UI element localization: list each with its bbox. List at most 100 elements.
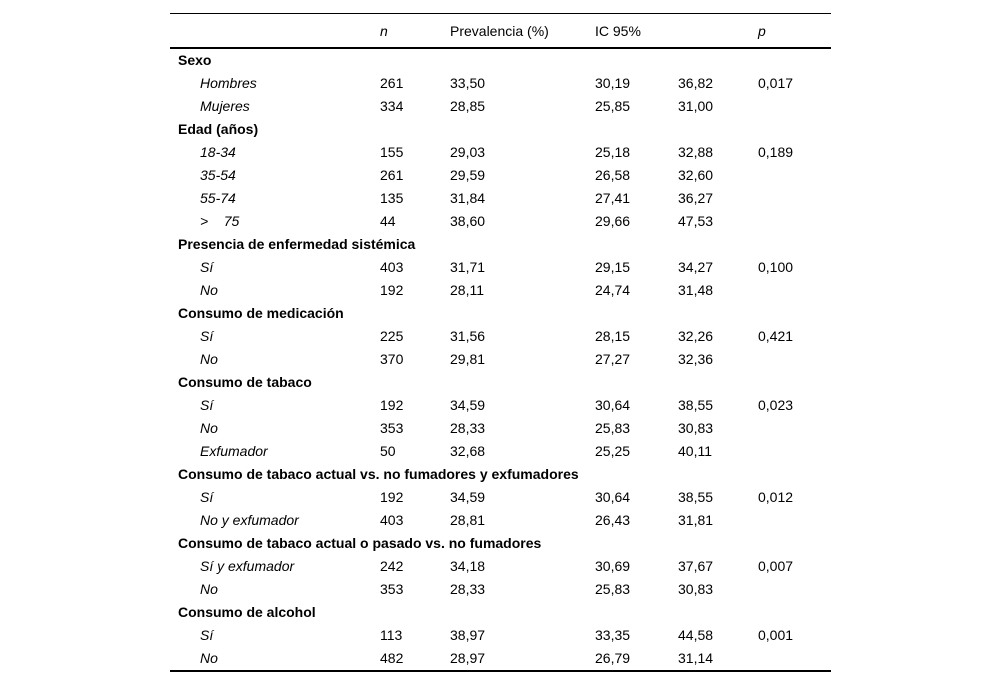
- cell-p: 0,017: [758, 75, 794, 91]
- table-row: Consumo de alcohol: [170, 601, 831, 624]
- table-row: Edad (años): [170, 118, 831, 141]
- cell-prevalencia: 28,85: [450, 98, 486, 114]
- cell-p: [758, 164, 831, 187]
- cell-ic-upper: 44,58: [678, 627, 714, 643]
- cell-n: 403: [380, 259, 404, 275]
- row-label: Sí: [200, 397, 214, 413]
- cell-ic-lower: 29,66: [595, 213, 631, 229]
- cell-ic-lower: 28,15: [595, 328, 631, 344]
- cell-prevalencia: 28,97: [450, 650, 486, 666]
- cell-prevalencia: 34,59: [450, 489, 486, 505]
- table-row: Presencia de enfermedad sistémica: [170, 233, 831, 256]
- table-row: Sexo: [170, 49, 831, 72]
- table-body: Sexo Hombres 261 33,50 30,19 36,82 0,017…: [170, 49, 831, 670]
- table-row: 18-34 155 29,03 25,18 32,88 0,189: [170, 141, 831, 164]
- cell-ic-lower: 30,19: [595, 75, 631, 91]
- cell-n: 192: [380, 489, 404, 505]
- cell-p: 0,189: [758, 144, 794, 160]
- table-header-rule: [170, 47, 831, 49]
- cell-ic-upper: 34,27: [678, 259, 714, 275]
- cell-prevalencia: 38,97: [450, 627, 486, 643]
- cell-ic-lower: 25,83: [595, 581, 631, 597]
- table-row: Sí 192 34,59 30,64 38,55 0,023: [170, 394, 831, 417]
- table-row: Hombres 261 33,50 30,19 36,82 0,017: [170, 72, 831, 95]
- section-label: Consumo de medicación: [178, 305, 344, 321]
- cell-n: 261: [380, 75, 404, 91]
- prevalence-table: n Prevalencia (%) IC 95% p Sexo Hombres …: [170, 13, 831, 672]
- cell-ic-upper: 37,67: [678, 558, 714, 574]
- table-row: Sí y exfumador 242 34,18 30,69 37,67 0,0…: [170, 555, 831, 578]
- row-label: Sí: [200, 627, 214, 643]
- cell-ic-lower: 27,41: [595, 190, 631, 206]
- cell-prevalencia: 28,33: [450, 420, 486, 436]
- table-row: Sí 192 34,59 30,64 38,55 0,012: [170, 486, 831, 509]
- cell-ic-upper: 47,53: [678, 213, 714, 229]
- row-label: Exfumador: [200, 443, 268, 459]
- cell-ic-upper: 31,00: [678, 98, 714, 114]
- cell-n: 242: [380, 558, 404, 574]
- header-ic95: IC 95%: [595, 22, 641, 39]
- cell-prevalencia: 28,33: [450, 581, 486, 597]
- cell-prevalencia: 31,84: [450, 190, 486, 206]
- section-label: Edad (años): [178, 121, 259, 137]
- table-row: No y exfumador 403 28,81 26,43 31,81: [170, 509, 831, 532]
- cell-prevalencia: 29,59: [450, 167, 486, 183]
- cell-ic-lower: 25,18: [595, 144, 631, 160]
- section-label: Consumo de tabaco: [178, 374, 312, 390]
- cell-p: [758, 509, 831, 532]
- cell-ic-upper: 31,14: [678, 650, 714, 666]
- table-row: No 370 29,81 27,27 32,36: [170, 348, 831, 371]
- cell-p: 0,012: [758, 489, 794, 505]
- cell-ic-upper: 40,11: [678, 443, 712, 459]
- cell-n: 192: [380, 282, 404, 298]
- cell-ic-lower: 30,69: [595, 558, 631, 574]
- table-row: Sí 113 38,97 33,35 44,58 0,001: [170, 624, 831, 647]
- header-p: p: [758, 22, 766, 39]
- table-row: Consumo de medicación: [170, 302, 831, 325]
- table-row: Consumo de tabaco actual vs. no fumadore…: [170, 463, 831, 486]
- row-label: No: [200, 351, 218, 367]
- cell-ic-lower: 24,74: [595, 282, 631, 298]
- cell-prevalencia: 28,11: [450, 282, 484, 298]
- row-label: Sí: [200, 489, 214, 505]
- cell-n: 370: [380, 351, 404, 367]
- cell-prevalencia: 31,71: [450, 259, 486, 275]
- row-label: Mujeres: [200, 98, 250, 114]
- row-label: Hombres: [200, 75, 257, 91]
- section-label: Presencia de enfermedad sistémica: [178, 236, 416, 252]
- cell-p: [758, 95, 831, 118]
- cell-n: 50: [380, 443, 396, 459]
- cell-ic-lower: 30,64: [595, 489, 631, 505]
- cell-ic-upper: 38,55: [678, 397, 714, 413]
- cell-ic-upper: 36,82: [678, 75, 714, 91]
- cell-ic-upper: 32,36: [678, 351, 714, 367]
- table-row: > 75 44 38,60 29,66 47,53: [170, 210, 831, 233]
- cell-n: 403: [380, 512, 404, 528]
- table-row: No 192 28,11 24,74 31,48: [170, 279, 831, 302]
- row-label: Sí y exfumador: [200, 558, 295, 574]
- cell-p: [758, 279, 831, 302]
- cell-n: 155: [380, 144, 404, 160]
- cell-n: 353: [380, 581, 404, 597]
- table-bottom-rule: [170, 670, 831, 672]
- cell-ic-lower: 29,15: [595, 259, 631, 275]
- cell-ic-upper: 30,83: [678, 581, 714, 597]
- section-label: Consumo de alcohol: [178, 604, 316, 620]
- cell-p: [758, 578, 831, 601]
- section-label: Consumo de tabaco actual o pasado vs. no…: [178, 535, 542, 551]
- table-row: Consumo de tabaco actual o pasado vs. no…: [170, 532, 831, 555]
- cell-n: 482: [380, 650, 404, 666]
- cell-ic-lower: 25,85: [595, 98, 631, 114]
- cell-ic-lower: 26,58: [595, 167, 631, 183]
- cell-n: 334: [380, 98, 404, 114]
- cell-ic-upper: 31,48: [678, 282, 714, 298]
- cell-ic-lower: 26,43: [595, 512, 631, 528]
- cell-prevalencia: 34,59: [450, 397, 486, 413]
- cell-ic-lower: 27,27: [595, 351, 631, 367]
- cell-ic-upper: 30,83: [678, 420, 714, 436]
- cell-ic-upper: 32,26: [678, 328, 714, 344]
- row-label: No: [200, 650, 218, 666]
- cell-ic-lower: 33,35: [595, 627, 631, 643]
- cell-ic-lower: 25,83: [595, 420, 631, 436]
